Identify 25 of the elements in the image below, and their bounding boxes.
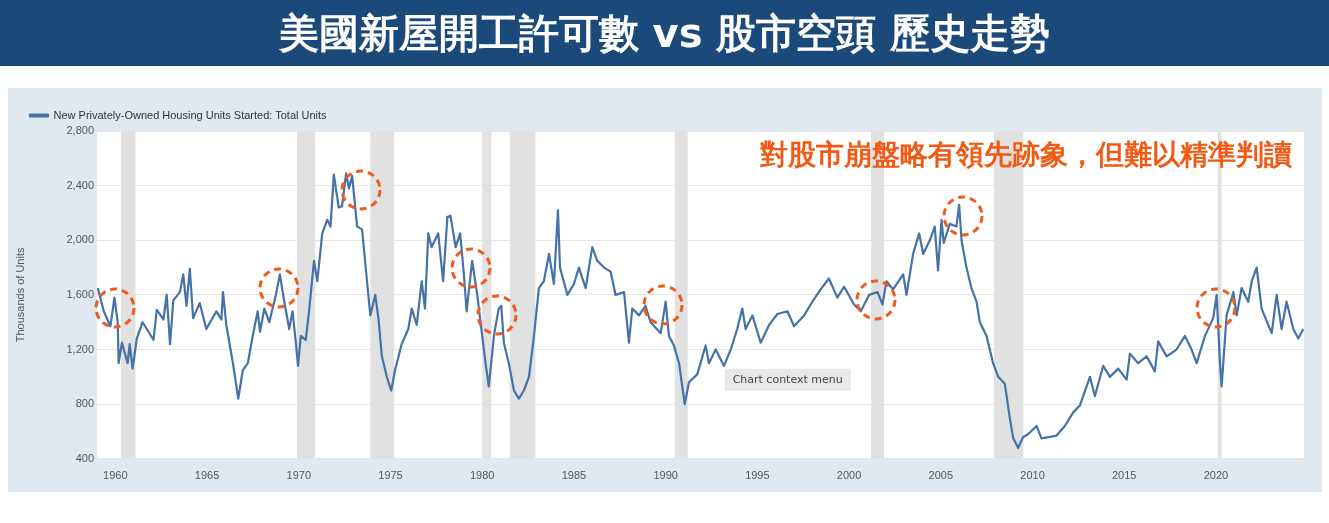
x-tick-label: 2000 <box>836 469 862 482</box>
x-tick-label: 2015 <box>1111 469 1137 482</box>
y-tick-label: 2,800 <box>66 124 94 137</box>
legend-label: New Privately-Owned Housing Units Started: Total Units <box>53 108 328 121</box>
chart-title: 美國新屋開工許可數 vs 股市空頭 歷史走勢 <box>0 0 1329 66</box>
annotation: Chart context menu <box>732 372 843 386</box>
y-tick-label: 800 <box>75 397 94 410</box>
x-tick-label: 1960 <box>103 469 128 482</box>
x-tick-label: 2005 <box>928 469 954 482</box>
x-tick-label: 1990 <box>653 469 678 482</box>
y-tick-label: 400 <box>75 451 94 464</box>
y-tick-label: 2,400 <box>66 178 94 191</box>
x-tick-label: 1970 <box>286 469 312 482</box>
x-tick-label: 1975 <box>378 469 403 482</box>
y-tick-label: 1,200 <box>66 342 94 355</box>
y-tick-label: 1,600 <box>66 287 94 300</box>
x-tick-label: 1965 <box>194 469 220 482</box>
x-tick-label: 2020 <box>1203 469 1229 482</box>
y-tick-label: 2,000 <box>66 233 94 246</box>
annotation: 對股市崩盤略有領先跡象，但難以精準判讀 <box>759 138 1292 172</box>
x-tick-label: 1980 <box>469 469 495 482</box>
x-tick-label: 1995 <box>745 469 770 482</box>
x-tick-label: 2010 <box>1020 469 1045 482</box>
x-tick-label: 1985 <box>561 469 587 482</box>
y-axis-title: Thousands of Units <box>13 247 26 343</box>
